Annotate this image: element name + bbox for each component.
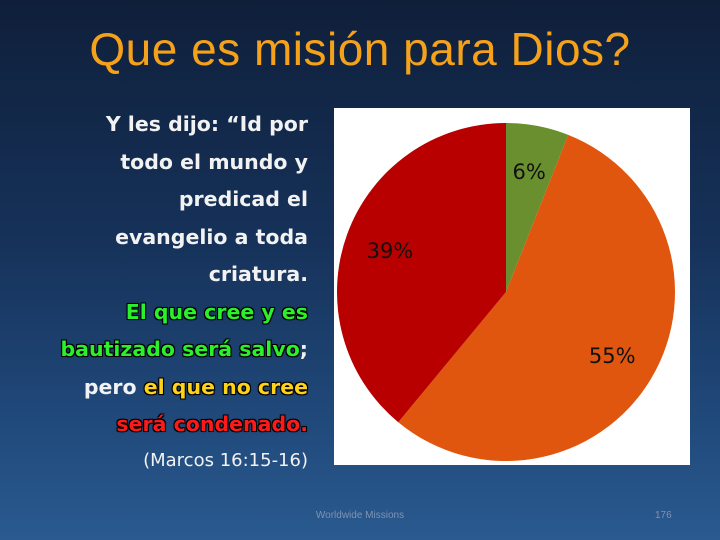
- slide-number: 176: [655, 510, 672, 521]
- slide-title: Que es misión para Dios?: [89, 23, 631, 75]
- quote-line-7-tail: ;: [299, 337, 308, 361]
- pie-label-1: 6%: [512, 160, 545, 184]
- quote-line-7: bautizado será salvo;: [8, 331, 309, 369]
- quote-line-3: predicad el: [178, 187, 308, 211]
- quote-line-2: todo el mundo y: [120, 149, 308, 174]
- quote-line-9-highlight: será condenado.: [116, 412, 308, 436]
- slide-footer: Worldwide Missions: [315, 510, 405, 521]
- pie-label-3: 39%: [367, 239, 414, 263]
- quote-line-8-highlight: el que no cree: [143, 374, 308, 399]
- quote-line-8-head: pero: [83, 374, 144, 399]
- quote-line-4: evangelio a toda: [115, 224, 308, 249]
- quote-line-5: criatura.: [208, 262, 308, 286]
- quote-line-7-highlight: bautizado será salvo: [60, 337, 300, 361]
- pie-slice-2: [398, 134, 675, 461]
- quote-line-1: Y les dijo: “Id por: [105, 112, 308, 136]
- pie-chart-panel: 6% 55% 39%: [334, 108, 690, 465]
- quote-line-6-highlight: El que cree y es: [125, 299, 308, 324]
- scripture-reference: (Marcos 16:15-16): [143, 450, 308, 471]
- pie-slice-3: [337, 123, 506, 423]
- pie-chart: 6% 55% 39%: [337, 123, 675, 461]
- quote-line-8: pero el que no cree: [8, 369, 308, 407]
- pie-label-2: 55%: [589, 344, 636, 368]
- pie-slice-1: [506, 123, 569, 292]
- bible-quote: Y les dijo: “Id por todo el mundo y pred…: [8, 106, 309, 444]
